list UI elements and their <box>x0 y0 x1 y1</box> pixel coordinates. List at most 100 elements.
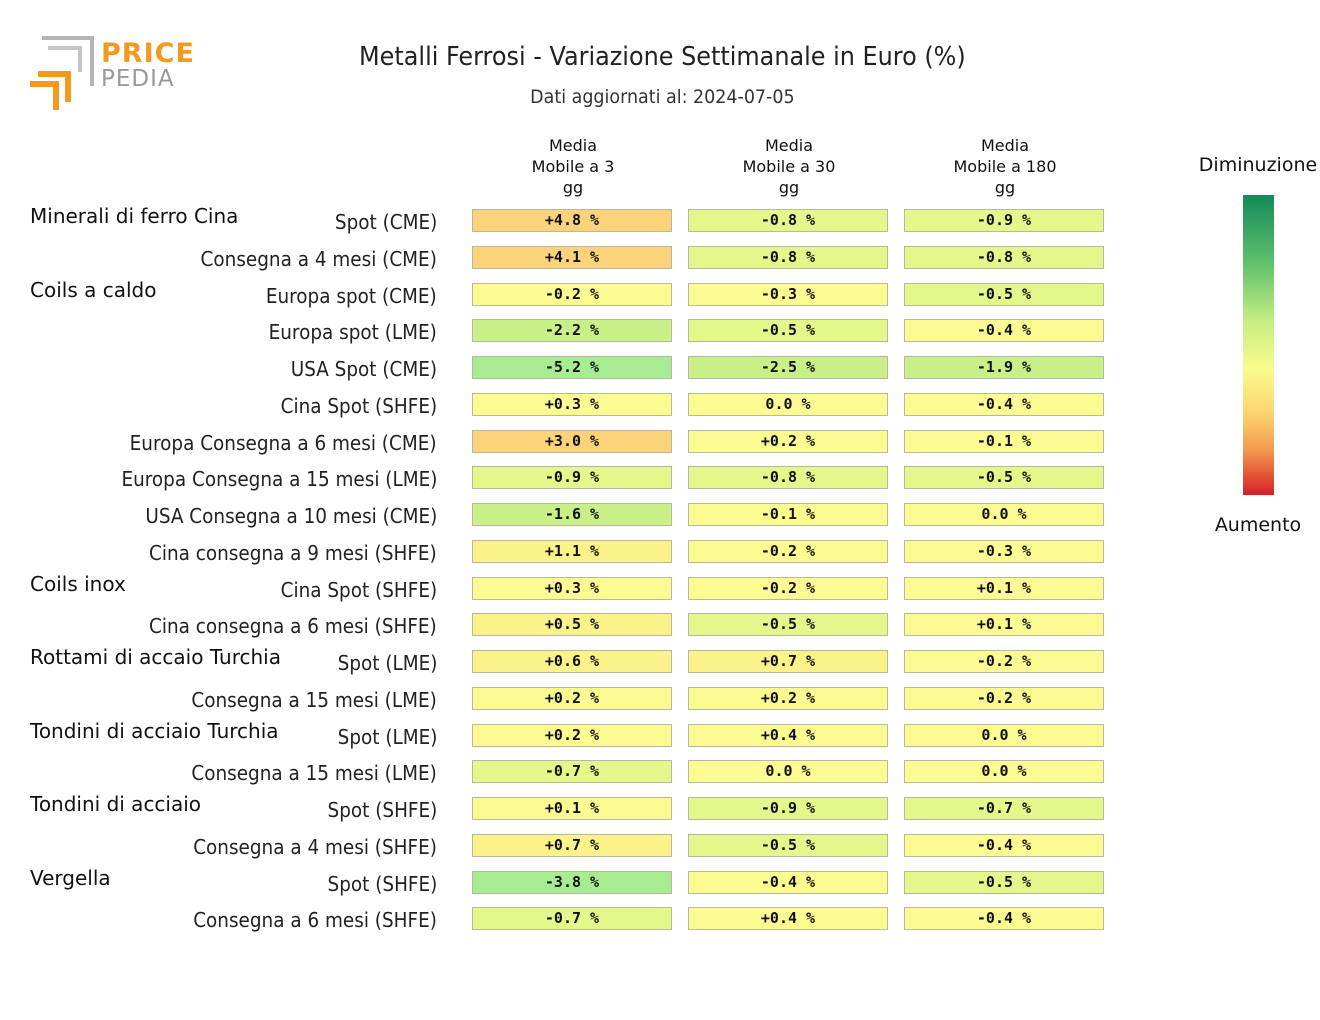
row-label: Europa spot (LME) <box>268 320 437 344</box>
row-label: USA Consegna a 10 mesi (CME) <box>145 504 437 528</box>
column-header-ma180: Media Mobile a 180 gg <box>904 135 1106 198</box>
group-label: Coils inox <box>30 572 126 596</box>
heatmap-cell: -0.2 % <box>688 540 888 563</box>
heatmap-cell: -0.2 % <box>472 283 672 306</box>
heatmap-cell: +0.2 % <box>688 687 888 710</box>
column-header-line: gg <box>778 178 800 197</box>
heatmap-cell: -0.1 % <box>904 430 1104 453</box>
row-label: Cina Spot (SHFE) <box>280 394 437 418</box>
heatmap-cell: -1.6 % <box>472 503 672 526</box>
row-label: Spot (CME) <box>334 210 437 234</box>
heatmap-cell: -0.3 % <box>904 540 1104 563</box>
heatmap-cell: -0.7 % <box>904 797 1104 820</box>
heatmap-cell: -0.1 % <box>688 503 888 526</box>
heatmap-cell: -0.8 % <box>688 246 888 269</box>
heatmap-cell: -0.4 % <box>904 393 1104 416</box>
heatmap-cell: -0.8 % <box>688 209 888 232</box>
heatmap-cell: +3.0 % <box>472 430 672 453</box>
heatmap-cell: 0.0 % <box>688 393 888 416</box>
chart-subtitle: Dati aggiornati al: 2024-07-05 <box>530 86 795 108</box>
heatmap-cell: -0.5 % <box>904 871 1104 894</box>
row-label: Europa Consegna a 6 mesi (CME) <box>130 431 437 455</box>
heatmap-cell: +0.2 % <box>688 430 888 453</box>
heatmap-cell: +0.5 % <box>472 613 672 636</box>
heatmap-cell: +0.7 % <box>688 650 888 673</box>
group-label: Tondini di acciaio Turchia <box>30 719 279 743</box>
heatmap-cell: -0.8 % <box>688 466 888 489</box>
column-header-line: gg <box>562 178 584 197</box>
group-label: Vergella <box>30 866 111 890</box>
column-header-ma30: Media Mobile a 30 gg <box>688 135 890 198</box>
column-header-line: Media <box>764 136 814 155</box>
row-label: Consegna a 4 mesi (SHFE) <box>193 835 437 859</box>
row-label: Consegna a 15 mesi (LME) <box>191 761 437 785</box>
heatmap-cell: -0.9 % <box>688 797 888 820</box>
heatmap-cell: +0.1 % <box>904 613 1104 636</box>
group-label: Minerali di ferro Cina <box>30 204 239 228</box>
heatmap-cell: +4.1 % <box>472 246 672 269</box>
heatmap-cell: +0.2 % <box>472 687 672 710</box>
row-label: Europa spot (CME) <box>266 284 437 308</box>
group-label: Rottami di accaio Turchia <box>30 645 281 669</box>
heatmap-cell: -0.4 % <box>904 319 1104 342</box>
heatmap-cell: +4.8 % <box>472 209 672 232</box>
group-label: Coils a caldo <box>30 278 157 302</box>
heatmap-cell: -0.5 % <box>688 319 888 342</box>
row-label: Consegna a 4 mesi (CME) <box>200 247 437 271</box>
heatmap-cell: -5.2 % <box>472 356 672 379</box>
row-label: Spot (SHFE) <box>327 872 437 896</box>
row-label: USA Spot (CME) <box>290 357 437 381</box>
row-label: Spot (SHFE) <box>327 798 437 822</box>
heatmap-cell: -0.3 % <box>688 283 888 306</box>
heatmap-cell: +0.3 % <box>472 393 672 416</box>
heatmap-cell: 0.0 % <box>904 503 1104 526</box>
row-label: Cina Spot (SHFE) <box>280 578 437 602</box>
heatmap-cell: +0.4 % <box>688 724 888 747</box>
logo-text-pedia: PEDIA <box>101 66 175 92</box>
heatmap-cell: -0.5 % <box>904 283 1104 306</box>
heatmap-cell: +0.6 % <box>472 650 672 673</box>
heatmap-cell: -0.4 % <box>904 834 1104 857</box>
heatmap-cell: -0.5 % <box>904 466 1104 489</box>
heatmap-cell: -0.8 % <box>904 246 1104 269</box>
heatmap-cell: -2.2 % <box>472 319 672 342</box>
chart-title: Metalli Ferrosi - Variazione Settimanale… <box>359 42 966 72</box>
heatmap-cell: -0.4 % <box>688 871 888 894</box>
heatmap-cell: +0.1 % <box>472 797 672 820</box>
heatmap-cell: -0.2 % <box>688 577 888 600</box>
heatmap-cell: -0.7 % <box>472 760 672 783</box>
heatmap-cell: -0.4 % <box>904 907 1104 930</box>
column-header-line: gg <box>994 178 1016 197</box>
heatmap-cell: -0.5 % <box>688 613 888 636</box>
column-header-line: Media <box>980 136 1030 155</box>
row-label: Consegna a 15 mesi (LME) <box>191 688 437 712</box>
row-label: Spot (LME) <box>337 725 437 749</box>
heatmap-cell: +0.7 % <box>472 834 672 857</box>
column-header-line: Mobile a 30 <box>742 157 836 176</box>
heatmap-cell: -0.9 % <box>472 466 672 489</box>
group-label: Tondini di acciaio <box>30 792 202 816</box>
heatmap-cell: +0.4 % <box>688 907 888 930</box>
pricepedia-logo <box>30 36 94 110</box>
logo-text-price: PRICE <box>101 38 195 69</box>
column-header-line: Mobile a 180 <box>953 157 1057 176</box>
heatmap-cell: -2.5 % <box>688 356 888 379</box>
row-label: Cina consegna a 9 mesi (SHFE) <box>149 541 437 565</box>
heatmap-cell: +1.1 % <box>472 540 672 563</box>
heatmap-cell: -0.2 % <box>904 687 1104 710</box>
heatmap-cell: -0.2 % <box>904 650 1104 673</box>
row-label: Europa Consegna a 15 mesi (LME) <box>121 467 437 491</box>
heatmap-cell: -3.8 % <box>472 871 672 894</box>
heatmap-cell: 0.0 % <box>688 760 888 783</box>
legend-bottom-label: Aumento <box>1214 514 1302 536</box>
heatmap-cell: -0.5 % <box>688 834 888 857</box>
legend-color-scale <box>1243 195 1274 495</box>
heatmap-cell: 0.0 % <box>904 760 1104 783</box>
legend-top-label: Diminuzione <box>1198 154 1318 176</box>
column-header-line: Media <box>548 136 598 155</box>
column-header-ma3: Media Mobile a 3 gg <box>472 135 674 198</box>
heatmap-cell: +0.3 % <box>472 577 672 600</box>
column-header-line: Mobile a 3 <box>531 157 615 176</box>
heatmap-cell: +0.1 % <box>904 577 1104 600</box>
heatmap-cell: -1.9 % <box>904 356 1104 379</box>
